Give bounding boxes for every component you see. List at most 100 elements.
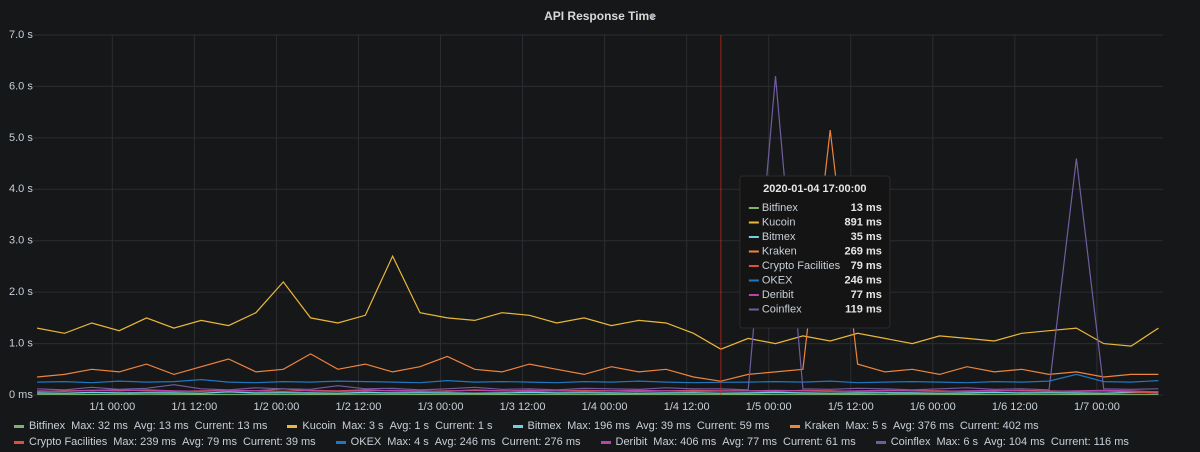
legend-item[interactable]: Deribit Max: 406 ms Avg: 77 ms Current: 61 ms (600, 435, 862, 450)
legend-swatch (512, 425, 523, 428)
legend-stat-label: Max: (845, 420, 870, 432)
tooltip-swatch (748, 250, 759, 253)
x-tick-label: 1/3 12:00 (500, 401, 546, 413)
legend-stat-value: 1 s (477, 420, 493, 432)
tooltip-swatch (748, 279, 759, 282)
legend-stat-label: Avg: (636, 420, 658, 432)
legend-item[interactable]: Crypto Facilities Max: 239 ms Avg: 79 ms Curr… (14, 435, 322, 450)
x-tick-label: 1/2 12:00 (336, 401, 382, 413)
tooltip-value: 119 ms (845, 303, 882, 315)
legend-stat-value: 196 ms (593, 420, 631, 432)
legend-item[interactable]: Bitmex Max: 196 ms Avg: 39 ms Current: 59 ms (512, 419, 776, 434)
legend-stat-value: 406 ms (680, 436, 717, 448)
legend-stat-label: Avg: (182, 436, 204, 448)
tooltip-series-name: Deribit (762, 289, 794, 301)
legend-stat-label: Avg: (434, 436, 457, 448)
tooltip-swatch (748, 294, 759, 296)
tooltip-series-name: Bitmex (762, 231, 796, 243)
tooltip-series-name: Coinflex (762, 303, 802, 315)
y-tick-label: 1.0 s (9, 337, 33, 349)
legend-stat-label: Max: (71, 420, 95, 432)
legend-stat-value: 59 ms (739, 420, 770, 432)
legend-stat-label: Max: (936, 436, 961, 448)
y-tick-label: 7.0 s (9, 29, 33, 41)
legend-stat-value: 39 ms (285, 436, 316, 448)
legend-stat-label: Max: (567, 420, 591, 432)
legend-item[interactable]: OKEX Max: 4 s Avg: 246 ms Current: 276 ms (335, 435, 587, 450)
tooltip-swatch (748, 221, 759, 224)
legend-swatch (287, 425, 298, 428)
legend-item[interactable]: Bitfinex Max: 32 ms Avg: 13 ms Current: 13 ms (14, 419, 273, 434)
y-tick-label: 6.0 s (9, 80, 33, 92)
legend-stat-value: 13 ms (237, 420, 268, 432)
title-caret[interactable] (649, 15, 656, 19)
tooltip-value: 13 ms (851, 202, 882, 214)
tooltip-series-name: Crypto Facilities (762, 260, 841, 272)
panel-title[interactable]: API Response Time (544, 9, 656, 23)
legend-stat-label: Max: (342, 420, 366, 432)
legend-label: Bitfinex (29, 420, 66, 432)
tooltip-value: 77 ms (851, 289, 882, 301)
legend-stat-value: 402 ms (1002, 420, 1039, 432)
legend-stat-value: 5 s (872, 420, 887, 432)
legend-stat-label: Avg: (892, 420, 915, 432)
legend-stat-value: 79 ms (206, 436, 237, 448)
legend-stat-label: Current: (959, 420, 1000, 432)
x-tick-label: 1/5 00:00 (746, 401, 792, 413)
tooltip-series-name: Kraken (762, 245, 797, 257)
legend-stat-value: 116 ms (1093, 436, 1129, 448)
tooltip-value: 35 ms (851, 231, 882, 243)
x-tick-label: 1/7 00:00 (1074, 401, 1120, 413)
legend-stat-value: 3 s (368, 420, 384, 432)
legend-stat-value: 276 ms (544, 436, 581, 448)
series-line (37, 388, 1159, 393)
legend-label: Kraken (804, 420, 840, 432)
legend-stat-value: 1 s (414, 420, 430, 432)
legend-swatch (600, 441, 611, 444)
x-tick-label: 1/1 00:00 (89, 401, 135, 413)
y-tick-label: 2.0 s (9, 286, 33, 298)
y-tick-label: 4.0 s (9, 183, 33, 195)
legend-swatch (335, 441, 346, 444)
x-tick-label: 1/6 00:00 (910, 401, 956, 413)
x-tick-label: 1/6 12:00 (992, 401, 1038, 413)
tooltip-swatch (748, 207, 759, 209)
tooltip-value: 891 ms (845, 216, 882, 228)
y-tick-label: 0 ms (9, 389, 33, 401)
series-line (37, 130, 1159, 382)
legend-stat-label: Avg: (984, 436, 1006, 448)
legend-stat-label: Current: (1050, 436, 1091, 448)
series-line (37, 76, 1159, 391)
legend-stat-value: 61 ms (825, 436, 856, 448)
legend-stat-label: Current: (501, 436, 542, 448)
x-tick-label: 1/5 12:00 (828, 401, 874, 413)
legend-stat-label: Current: (435, 420, 475, 432)
legend-stat-value: 246 ms (459, 436, 496, 448)
tooltip-box (739, 175, 891, 329)
legend-swatch (789, 425, 800, 428)
legend-stat-label: Max: (113, 436, 138, 448)
x-tick-label: 1/1 12:00 (171, 401, 217, 413)
legend-label: Kucoin (302, 420, 337, 432)
legend-stat-value: 13 ms (158, 420, 189, 432)
tooltip-swatch (748, 265, 759, 267)
legend-stat-label: Avg: (722, 436, 745, 448)
legend-item[interactable]: Coinflex Max: 6 s Avg: 104 ms Current: 116 ms (875, 435, 1135, 450)
legend-stat-label: Max: (653, 436, 678, 448)
tooltip-value: 246 ms (845, 274, 882, 286)
tooltip: 2020-01-04 17:00:00 Bitfinex 13 ms Kucoin 89… (739, 175, 891, 329)
chart: API Response Time 0 ms 1.0 s 2.0 s 3.0 s 4.0… (9, 9, 1163, 413)
legend-swatch (875, 441, 886, 444)
series-line (36, 254, 1159, 350)
legend-item[interactable]: Kucoin Max: 3 s Avg: 1 s Current: 1 s (287, 419, 498, 434)
legend-stat-value: 77 ms (747, 436, 777, 448)
legend-stat-value: 32 ms (97, 420, 128, 432)
legend-item[interactable]: Kraken Max: 5 s Avg: 376 ms Current: 402 ms (789, 419, 1045, 434)
x-tick-label: 1/4 12:00 (664, 401, 710, 413)
tooltip-title: 2020-01-04 17:00:00 (763, 183, 866, 195)
y-tick-label: 3.0 s (9, 235, 33, 247)
series-line (37, 391, 1159, 394)
legend-stat-label: Avg: (133, 420, 156, 432)
tooltip-swatch (748, 236, 759, 238)
